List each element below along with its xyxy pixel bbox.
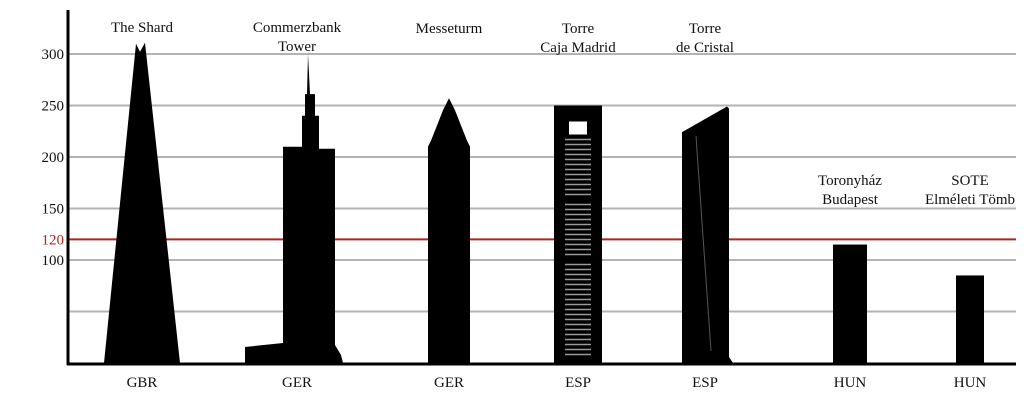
building-torre-de-cristal [682, 106, 733, 363]
building-toronyhaz-budapest [833, 244, 867, 363]
y-tick-label: 100 [42, 253, 65, 269]
reference-line-label: 120 [42, 232, 65, 248]
y-tick-label: 150 [42, 202, 65, 218]
building-name-label: Caja Madrid [540, 40, 616, 56]
country-label: GER [434, 375, 464, 391]
country-label: ESP [692, 375, 718, 391]
building-commerzbank-tower [245, 54, 343, 363]
building-name-label: SOTE [951, 173, 989, 189]
country-labels: GBR GER GER ESP ESP HUN HUN [127, 375, 987, 391]
country-label: HUN [954, 375, 987, 391]
building-name-label: Toronyház [818, 173, 882, 189]
building-name-label: Budapest [822, 192, 879, 208]
y-tick-label: 200 [42, 150, 65, 166]
building-silhouettes [104, 42, 984, 363]
building-window [569, 121, 587, 135]
building-messeturm [428, 98, 470, 363]
reference-line-group: 120 [42, 232, 1016, 248]
country-label: ESP [565, 375, 591, 391]
y-axis-ticks: 100 150 200 250 300 [42, 47, 65, 269]
y-tick-label: 250 [42, 99, 65, 115]
building-name-label: Messeturm [416, 21, 483, 37]
country-label: GBR [127, 375, 158, 391]
country-label: HUN [834, 375, 867, 391]
building-edge [695, 136, 712, 352]
building-name-label: Torre [562, 21, 595, 37]
building-name-labels: The Shard Commerzbank Tower Messeturm Torre C… [111, 20, 1015, 208]
building-name-label: Tower [278, 39, 316, 55]
building-name-label: Elméleti Tömb [925, 192, 1015, 208]
building-name-label: Torre [689, 21, 722, 37]
building-name-label: Commerzbank [253, 20, 342, 36]
country-label: GER [282, 375, 312, 391]
building-sote-elmeleti-tomb [956, 275, 984, 363]
y-tick-label: 300 [42, 47, 65, 63]
building-name-label: de Cristal [676, 40, 734, 56]
building-the-shard [104, 42, 180, 363]
building-name-label: The Shard [111, 20, 174, 36]
